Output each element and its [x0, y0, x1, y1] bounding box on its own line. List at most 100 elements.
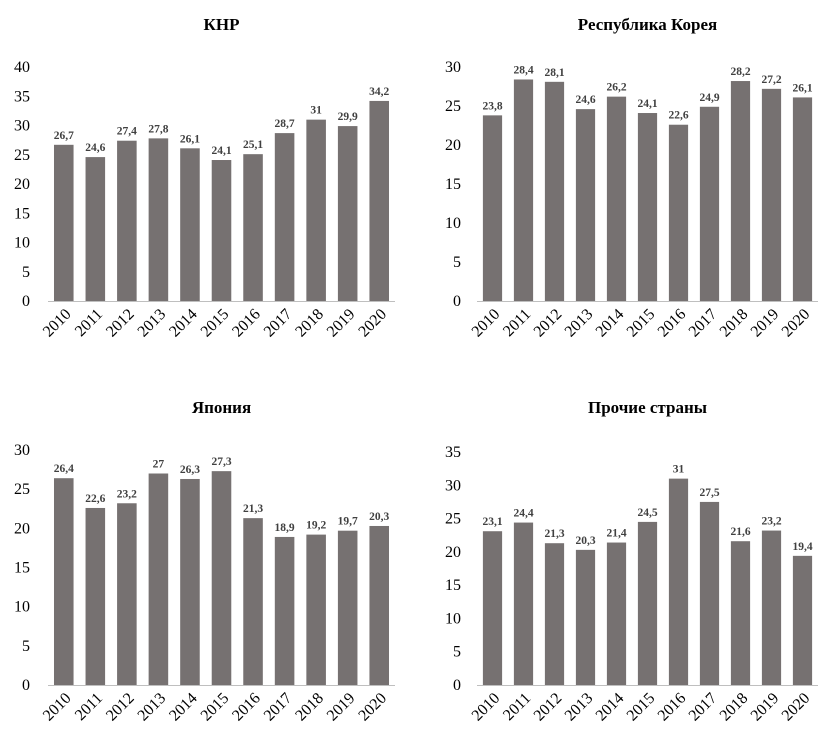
bar	[53, 478, 74, 685]
bar	[211, 471, 232, 685]
y-tick-label: 35	[14, 88, 30, 105]
bar	[792, 555, 813, 685]
y-tick-label: 10	[445, 610, 461, 627]
x-tick-label: 2011	[72, 306, 106, 340]
bar	[85, 157, 106, 301]
data-label: 26,4	[54, 463, 74, 475]
x-tick-label: 2015	[624, 690, 659, 725]
bar	[211, 160, 232, 301]
data-label: 21,4	[606, 528, 626, 540]
data-label: 24,1	[211, 145, 231, 157]
data-label: 31	[310, 105, 322, 117]
data-label: 28,1	[544, 67, 564, 79]
x-tick-label: 2015	[624, 306, 659, 341]
data-label: 21,6	[730, 526, 750, 538]
data-label: 24,4	[513, 508, 533, 520]
x-tick-label: 2017	[686, 690, 721, 725]
bar-chart-1: Республика Корея 0 5 10 15 20 25 30 23,8 2010 28,4…	[445, 15, 818, 341]
x-tick-label: 2017	[261, 690, 296, 725]
data-label: 24,6	[575, 94, 595, 106]
x-tick-label: 2012	[103, 690, 138, 725]
y-tick-label: 10	[445, 215, 461, 232]
x-tick-label: 2015	[198, 306, 233, 341]
data-label: 26,1	[792, 82, 812, 94]
bar-chart-0: КНР 0 5 10 15 20 25 30 35 40 26,7 2010 24,6 2011 27,4 2…	[14, 15, 395, 341]
data-label: 20,3	[369, 511, 389, 523]
x-tick-label: 2014	[166, 690, 201, 725]
bar	[544, 81, 565, 301]
bar	[606, 96, 627, 301]
data-label: 34,2	[369, 86, 389, 98]
y-tick-label: 25	[14, 481, 30, 498]
data-label: 23,1	[482, 516, 502, 528]
y-tick-label: 5	[453, 254, 461, 271]
y-tick-label: 15	[14, 205, 30, 222]
data-label: 21,3	[544, 528, 564, 540]
x-tick-label: 2016	[655, 306, 690, 341]
data-label: 26,7	[54, 130, 74, 142]
x-tick-label: 2016	[229, 306, 264, 341]
x-tick-label: 2019	[324, 306, 359, 341]
y-tick-label: 35	[445, 444, 461, 461]
bar	[668, 124, 689, 301]
data-label: 23,2	[117, 488, 137, 500]
bar	[792, 97, 813, 301]
data-label: 20,3	[575, 535, 595, 547]
data-label: 26,1	[180, 133, 200, 145]
bar	[761, 88, 782, 301]
bar	[482, 115, 503, 301]
data-label: 24,6	[85, 142, 105, 154]
bar	[730, 81, 751, 301]
data-label: 31	[673, 464, 685, 476]
x-tick-label: 2011	[72, 690, 106, 724]
bar	[274, 536, 295, 685]
bar	[85, 507, 106, 685]
data-label: 21,3	[243, 503, 263, 515]
data-label: 19,7	[338, 516, 358, 528]
bar	[306, 119, 326, 302]
x-tick-label: 2019	[748, 306, 783, 341]
bar	[337, 126, 358, 302]
data-label: 22,6	[668, 110, 688, 122]
x-tick-label: 2017	[686, 306, 721, 341]
bar	[575, 109, 596, 302]
y-tick-label: 0	[22, 293, 30, 310]
x-tick-label: 2016	[229, 690, 264, 725]
bar	[180, 478, 200, 685]
x-tick-label: 2013	[562, 690, 597, 725]
bar	[668, 478, 689, 685]
data-label: 19,4	[792, 541, 812, 553]
bar	[148, 473, 169, 685]
x-tick-label: 2018	[292, 306, 327, 341]
data-label: 27	[153, 459, 165, 471]
y-tick-label: 15	[445, 577, 461, 594]
bar	[180, 148, 200, 301]
x-tick-label: 2010	[469, 306, 504, 341]
x-tick-label: 2011	[500, 690, 534, 724]
y-tick-label: 25	[14, 147, 30, 164]
bar	[575, 549, 596, 685]
bar	[117, 503, 137, 685]
x-tick-label: 2013	[562, 306, 597, 341]
bar	[730, 541, 751, 685]
y-tick-label: 25	[445, 511, 461, 528]
y-tick-label: 0	[22, 677, 30, 694]
x-tick-label: 2020	[779, 306, 814, 341]
bar	[637, 113, 658, 302]
data-label: 28,7	[275, 118, 295, 130]
y-tick-label: 30	[445, 59, 461, 76]
bar	[306, 534, 326, 685]
bar	[513, 522, 534, 685]
y-tick-label: 30	[14, 442, 30, 459]
x-tick-label: 2019	[324, 690, 359, 725]
x-tick-label: 2012	[103, 306, 138, 341]
bar	[369, 100, 390, 302]
chart-title: Республика Корея	[578, 15, 717, 34]
x-tick-label: 2010	[469, 690, 504, 725]
x-tick-label: 2014	[593, 306, 628, 341]
x-tick-label: 2019	[748, 690, 783, 725]
y-tick-label: 10	[14, 599, 30, 616]
x-tick-label: 2020	[355, 306, 390, 341]
data-label: 26,3	[180, 464, 200, 476]
x-tick-label: 2014	[166, 306, 201, 341]
